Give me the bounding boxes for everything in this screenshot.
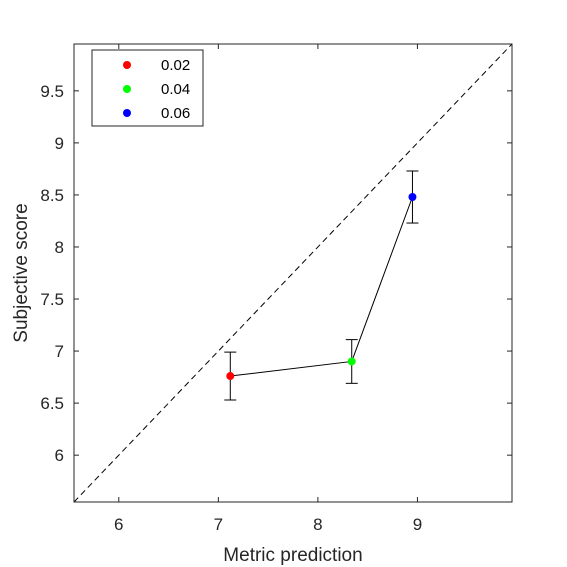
x-tick-label: 6	[114, 515, 123, 534]
series-layer	[224, 170, 419, 401]
identity-reference-line	[73, 43, 513, 503]
data-point	[226, 372, 235, 381]
series-connecting-line	[230, 196, 413, 377]
x-tick-label: 7	[214, 515, 223, 534]
y-tick-label: 8.5	[40, 186, 64, 205]
y-tick-label: 9	[55, 134, 64, 153]
data-point	[408, 193, 417, 202]
legend-label: 0.04	[161, 81, 190, 98]
tick-layer: 6 7 8 9 6 6.5 7 7.5 8 8.5 9 9.5	[40, 44, 512, 534]
plot-frame	[73, 43, 513, 503]
legend-marker	[123, 85, 131, 93]
legend: 0.02 0.04 0.06	[91, 49, 204, 127]
legend-box	[91, 49, 204, 127]
y-tick-label: 7.5	[40, 290, 64, 309]
reference-layer	[73, 43, 513, 503]
y-tick-label: 9.5	[40, 82, 64, 101]
x-axis-label: Metric prediction	[223, 545, 362, 566]
y-tick-label: 6	[55, 446, 64, 465]
legend-marker	[123, 61, 131, 69]
legend-label: 0.02	[161, 57, 190, 74]
y-tick-label: 8	[55, 238, 64, 257]
data-point	[347, 357, 356, 366]
y-axis-label: Subjective score	[11, 203, 32, 342]
legend-marker	[123, 109, 131, 117]
legend-label: 0.06	[161, 105, 190, 122]
x-tick-label: 9	[413, 515, 422, 534]
y-tick-label: 7	[55, 342, 64, 361]
y-tick-label: 6.5	[40, 394, 64, 413]
x-tick-label: 8	[313, 515, 322, 534]
